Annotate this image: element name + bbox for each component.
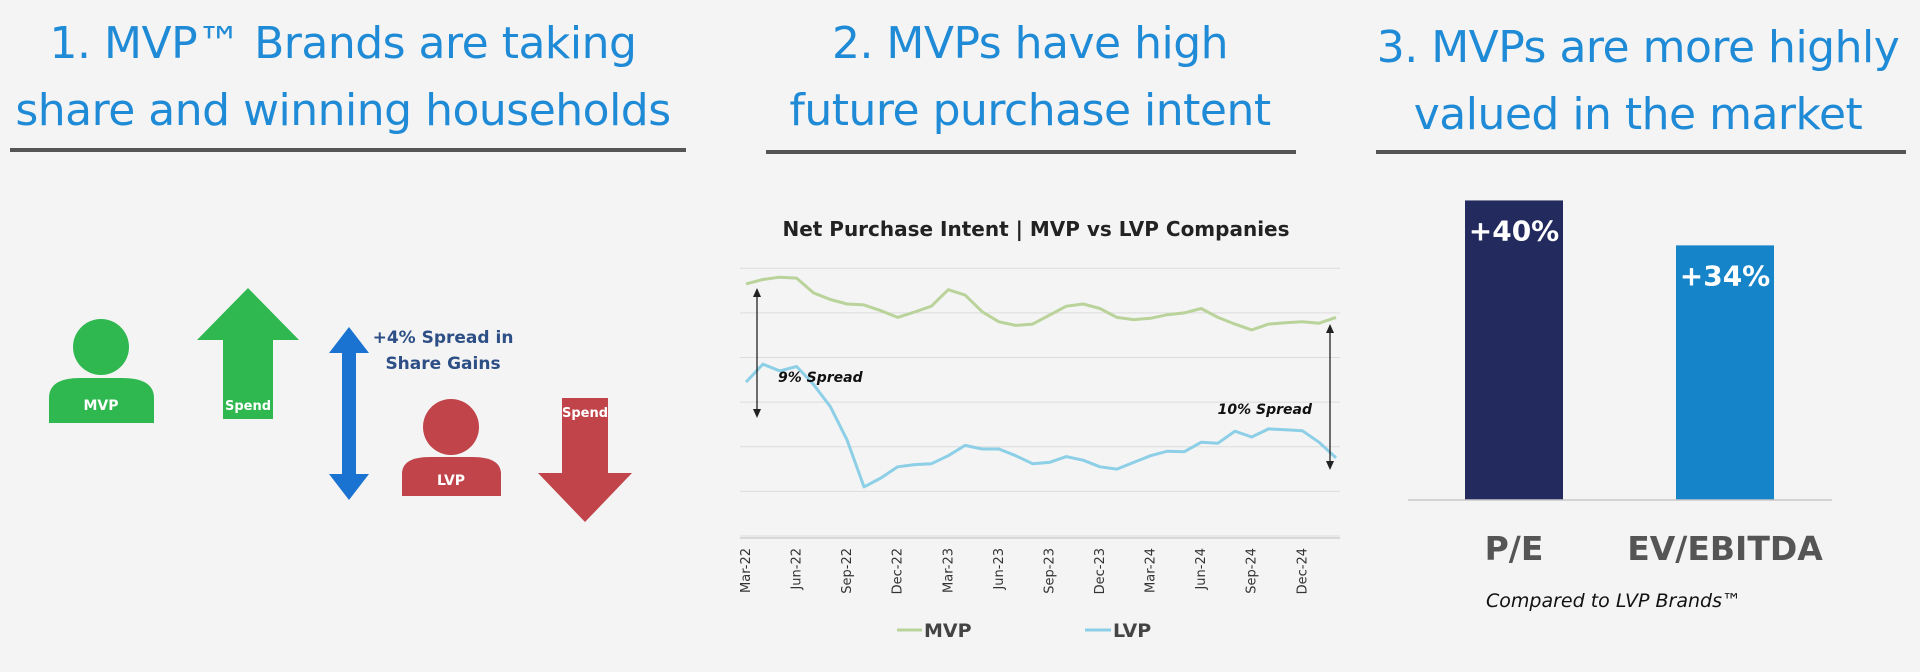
panel-1-title-line1: 1. MVP™ Brands are taking xyxy=(49,18,637,69)
line-chart-gridlines xyxy=(740,267,1340,539)
lvp-label: LVP xyxy=(437,473,465,489)
bar-value-label: +40% xyxy=(1469,214,1559,247)
panel-1-title-line2: share and winning households xyxy=(15,85,671,136)
bar-category-label: P/E xyxy=(1485,529,1544,568)
infographic: MVP Spend +4% Spread in Share Gains LVP … xyxy=(49,288,632,522)
x-tick-label: Dec-23 xyxy=(1093,548,1108,594)
spread-annotation-right xyxy=(1326,324,1334,470)
spread-annotation-left xyxy=(753,288,761,418)
bar-category-label: EV/EBITDA xyxy=(1627,529,1823,568)
series-line-mvp xyxy=(745,275,1337,332)
bar-value-label: +34% xyxy=(1680,259,1770,292)
panel-1-title: 1. MVP™ Brands are taking share and winn… xyxy=(10,10,676,144)
spend-up-label: Spend xyxy=(225,399,271,414)
spread-line1: +4% Spread in xyxy=(373,328,514,348)
legend-label-mvp: MVP xyxy=(924,620,972,642)
x-tick-label: Dec-22 xyxy=(891,548,906,594)
panel-3-title-line2: valued in the market xyxy=(1413,89,1863,140)
x-tick-label: Sep-22 xyxy=(840,548,855,594)
bar-ev-ebitda xyxy=(1676,245,1774,500)
bar-chart: +40% P/E +34% EV/EBITDA xyxy=(1408,200,1832,568)
spend-up-arrow-icon xyxy=(197,288,299,419)
line-chart-series xyxy=(744,275,1338,489)
mvp-label: MVP xyxy=(83,398,118,414)
panel-3-title-rule xyxy=(1376,150,1906,154)
spend-down-arrow-icon xyxy=(538,398,632,522)
bar-p-e xyxy=(1465,200,1563,500)
x-tick-label: Mar-24 xyxy=(1144,548,1159,593)
footnote: Compared to LVP Brands™ xyxy=(1486,590,1742,612)
spread-label-left: 9% Spread xyxy=(778,370,864,386)
x-tick-label: Mar-23 xyxy=(941,548,956,593)
x-tick-label: Dec-24 xyxy=(1295,548,1310,594)
series-line-lvp xyxy=(744,362,1338,489)
panel-2-title-rule xyxy=(766,150,1296,154)
line-chart: Net Purchase Intent | MVP vs LVP Compani… xyxy=(739,217,1340,642)
mvp-person-icon xyxy=(49,319,154,423)
line-chart-x-ticks: Mar-22 Jun-22 Sep-22 Dec-22 Mar-23 Jun-23 Sep-… xyxy=(739,548,1310,594)
legend-label-lvp: LVP xyxy=(1113,620,1151,642)
spread-line2: Share Gains xyxy=(385,354,500,374)
bar-chart-bars: +40% P/E +34% EV/EBITDA xyxy=(1465,200,1823,568)
line-chart-title: Net Purchase Intent | MVP vs LVP Compani… xyxy=(782,217,1289,241)
panel-2-title-line2: future purchase intent xyxy=(789,85,1271,136)
lvp-person-icon xyxy=(402,399,501,496)
x-tick-label: Sep-23 xyxy=(1042,548,1057,594)
line-chart-legend: MVP LVP xyxy=(897,620,1151,642)
panel-2-title-line1: 2. MVPs have high xyxy=(831,18,1229,69)
panel-2-title: 2. MVPs have high future purchase intent xyxy=(766,10,1294,144)
x-tick-label: Sep-24 xyxy=(1245,548,1260,594)
panel-3-title: 3. MVPs are more highly valued in the ma… xyxy=(1376,14,1900,148)
x-tick-label: Mar-22 xyxy=(739,548,754,593)
panel-1-title-rule xyxy=(10,148,686,152)
spread-label-right: 10% Spread xyxy=(1218,402,1313,418)
x-tick-label: Jun-22 xyxy=(790,548,805,591)
x-tick-label: Jun-24 xyxy=(1194,548,1209,591)
x-tick-label: Jun-23 xyxy=(992,548,1007,591)
panel-3-title-line1: 3. MVPs are more highly xyxy=(1376,22,1900,73)
double-arrow-icon xyxy=(329,327,369,500)
spend-down-label: Spend xyxy=(562,406,608,421)
